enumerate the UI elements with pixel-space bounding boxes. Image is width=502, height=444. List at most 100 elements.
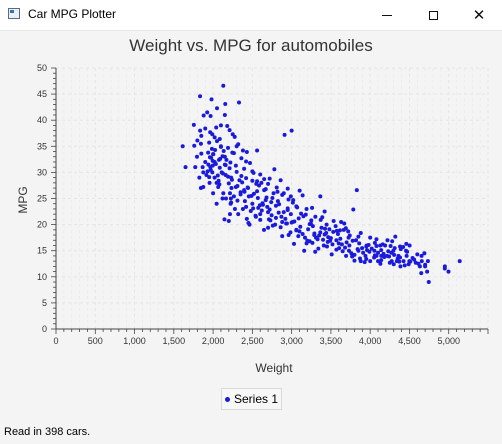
x-tick-label: 0 (53, 336, 58, 346)
data-point (278, 225, 283, 230)
data-point (220, 196, 225, 201)
data-point (366, 242, 371, 247)
data-point (387, 260, 392, 265)
data-point (328, 238, 333, 243)
data-point (393, 234, 398, 239)
data-point (257, 203, 262, 208)
data-point (344, 253, 349, 258)
data-point (245, 185, 250, 190)
close-button[interactable]: ✕ (456, 0, 502, 30)
data-point (288, 212, 293, 217)
y-tick-label: 30 (37, 167, 47, 177)
data-point (280, 192, 285, 197)
data-point (446, 269, 451, 274)
data-point (258, 217, 263, 222)
data-point (372, 240, 377, 245)
data-point (268, 218, 273, 223)
data-point (227, 166, 232, 171)
data-point (379, 248, 384, 253)
data-point (379, 258, 384, 263)
data-point (216, 178, 221, 183)
data-point (207, 180, 212, 185)
data-point (255, 195, 260, 200)
data-point (222, 112, 227, 117)
data-point (260, 201, 265, 206)
data-point (273, 215, 278, 220)
x-tick-label: 2,000 (202, 336, 225, 346)
data-point (211, 191, 216, 196)
data-point (207, 175, 212, 180)
data-point (226, 218, 231, 223)
data-point (339, 242, 344, 247)
data-point (319, 225, 324, 230)
data-point (232, 134, 237, 139)
data-point (334, 228, 339, 233)
data-point (389, 250, 394, 255)
data-point (266, 225, 271, 230)
data-point (244, 150, 249, 155)
data-point (205, 110, 210, 115)
data-point (233, 163, 238, 168)
data-point (264, 195, 269, 200)
data-point (337, 228, 342, 233)
data-point (201, 113, 206, 118)
data-point (191, 122, 196, 127)
data-point (397, 259, 402, 264)
data-point (267, 207, 272, 212)
data-point (244, 176, 249, 181)
data-point (270, 195, 275, 200)
minimize-button[interactable] (364, 0, 410, 30)
data-point (401, 245, 406, 250)
data-point (267, 176, 272, 181)
data-point (298, 224, 303, 229)
data-point (242, 199, 247, 204)
x-tick-label: 3,000 (280, 336, 303, 346)
data-point (346, 229, 351, 234)
data-point (392, 246, 397, 251)
data-point (335, 231, 340, 236)
data-point (415, 252, 420, 257)
data-point (324, 222, 329, 227)
data-point (294, 228, 299, 233)
data-point (221, 83, 226, 88)
data-point (192, 143, 197, 148)
data-point (223, 163, 228, 168)
data-point (343, 226, 348, 231)
status-text: Read in 398 cars. (4, 426, 91, 438)
data-point (251, 206, 256, 211)
data-point (365, 248, 370, 253)
data-point (323, 226, 328, 231)
data-point (376, 259, 381, 264)
data-point (352, 258, 357, 263)
data-point (242, 189, 247, 194)
x-tick-label: 1,500 (163, 336, 186, 346)
data-point (354, 188, 359, 193)
legend-marker (224, 396, 230, 402)
data-point (275, 199, 280, 204)
data-point (239, 174, 244, 179)
data-point (218, 123, 223, 128)
data-point (255, 148, 260, 153)
data-point (237, 100, 242, 105)
data-point (209, 97, 214, 102)
chart-title: Weight vs. MPG for automobiles (129, 36, 372, 55)
data-point (258, 212, 263, 217)
data-point (207, 140, 212, 145)
data-point (209, 146, 214, 151)
data-point (213, 147, 218, 152)
data-point (210, 163, 215, 168)
data-point (198, 94, 203, 99)
data-point (236, 212, 241, 217)
data-point (193, 165, 198, 170)
data-point (304, 206, 309, 211)
data-point (228, 160, 233, 165)
data-point (198, 141, 203, 146)
data-point (217, 165, 222, 170)
data-point (278, 178, 283, 183)
maximize-button[interactable] (410, 0, 456, 30)
data-point (299, 211, 304, 216)
data-point (275, 189, 280, 194)
data-point (283, 216, 288, 221)
data-point (407, 243, 412, 248)
data-point (244, 204, 249, 209)
